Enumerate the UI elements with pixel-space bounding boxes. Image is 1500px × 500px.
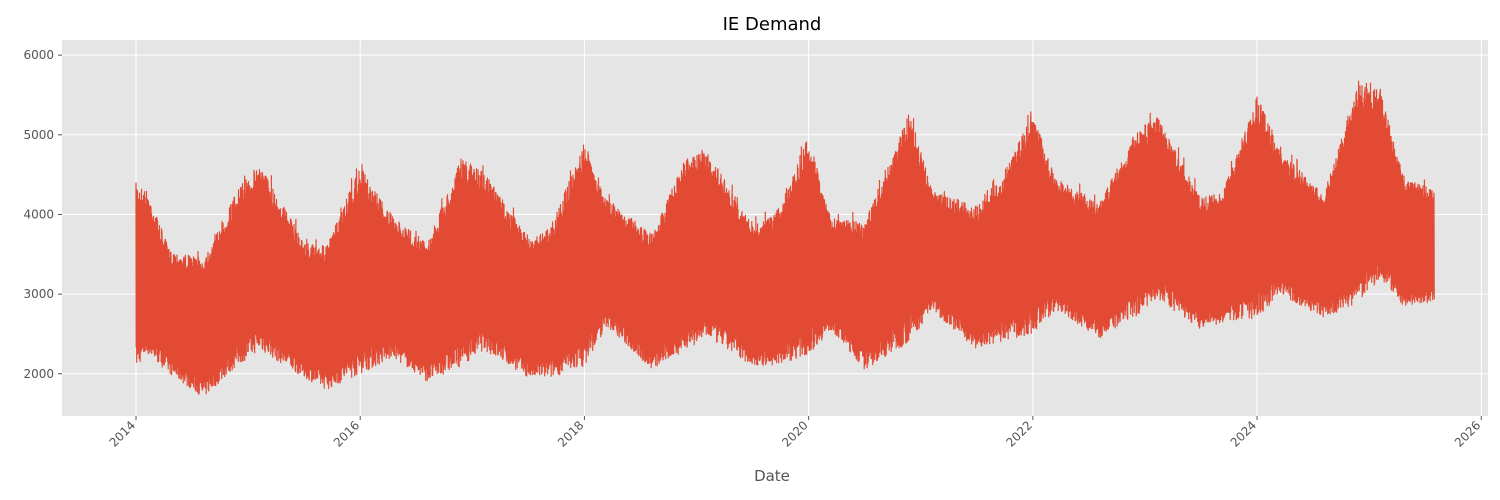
series-layer [135, 80, 1435, 395]
y-tick-label: 6000 [23, 48, 54, 62]
y-tick-label: 4000 [23, 207, 54, 221]
y-tick-label: 5000 [23, 128, 54, 142]
x-tick-label: 2014 [107, 418, 138, 449]
chart-title: IE Demand [723, 14, 822, 35]
x-tick-label: 2016 [331, 418, 362, 449]
y-tick-label: 3000 [23, 287, 54, 301]
x-tick-label: 2018 [555, 418, 586, 449]
x-axis-label: Date [754, 467, 790, 485]
x-tick-label: 2020 [779, 418, 810, 449]
demand-series-line [135, 85, 1435, 395]
x-tick-label: 2024 [1228, 418, 1259, 449]
x-tick-label: 2026 [1452, 418, 1483, 449]
x-tick-label: 2022 [1003, 418, 1034, 449]
y-tick-label: 2000 [23, 367, 54, 381]
